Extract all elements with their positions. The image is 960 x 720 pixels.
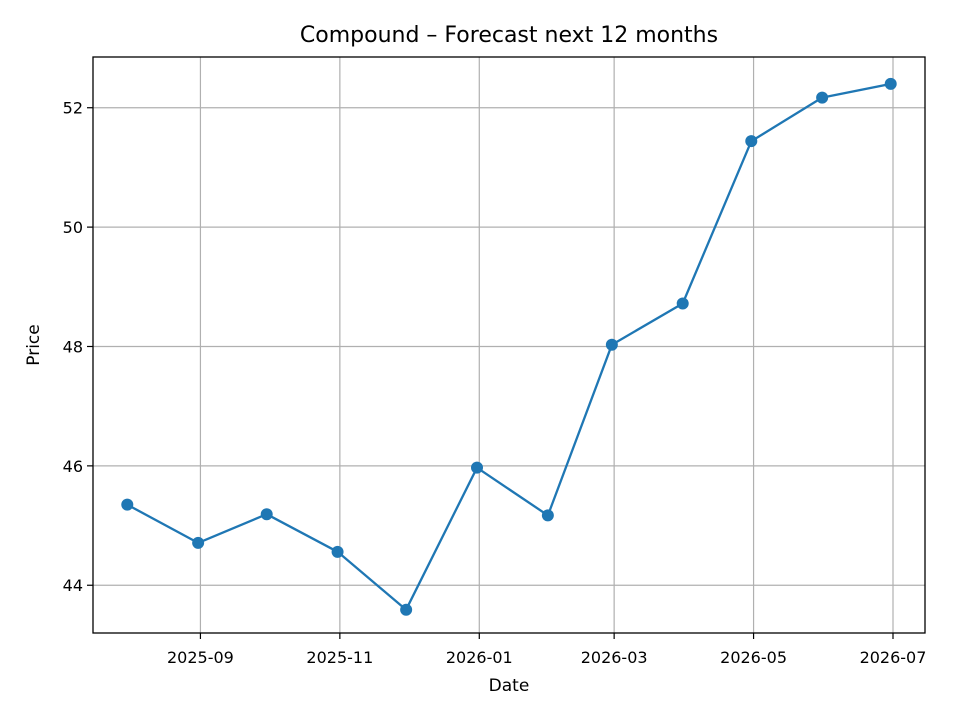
plot-frame [92, 56, 926, 634]
grid-layer [93, 57, 925, 633]
data-point [260, 508, 273, 521]
y-tick-label: 48 [63, 337, 83, 356]
series-line [126, 82, 891, 611]
x-tick-label: 2025-11 [306, 648, 373, 667]
data-point [816, 91, 829, 104]
x-tick-label: 2026-03 [581, 648, 648, 667]
data-point [471, 461, 483, 474]
data-point [400, 603, 413, 616]
data-point [745, 135, 758, 148]
data-point [541, 509, 554, 522]
x-tick-label: 2026-07 [860, 648, 927, 667]
x-axis-label: Date [489, 676, 530, 696]
series-layer [121, 77, 897, 616]
y-axis-label: Price [24, 324, 44, 365]
chart-title: Compound – Forecast next 12 months [300, 23, 718, 48]
data-point [331, 545, 344, 558]
y-tick-label: 52 [63, 99, 83, 118]
y-tick-label: 44 [63, 576, 83, 595]
data-point [192, 536, 205, 549]
data-point [676, 297, 689, 310]
y-tick-label: 46 [63, 457, 83, 476]
x-tick-label: 2026-05 [720, 648, 787, 667]
tick-layer: 2025-09 2025-11 2026-01 2026-03 2026-05 2026-… [63, 99, 927, 667]
y-tick-label: 50 [63, 218, 83, 237]
data-point [121, 498, 134, 511]
data-point [605, 338, 618, 351]
x-tick-label: 2026-01 [446, 648, 513, 667]
data-point [884, 77, 897, 90]
x-tick-label: 2025-09 [167, 648, 234, 667]
